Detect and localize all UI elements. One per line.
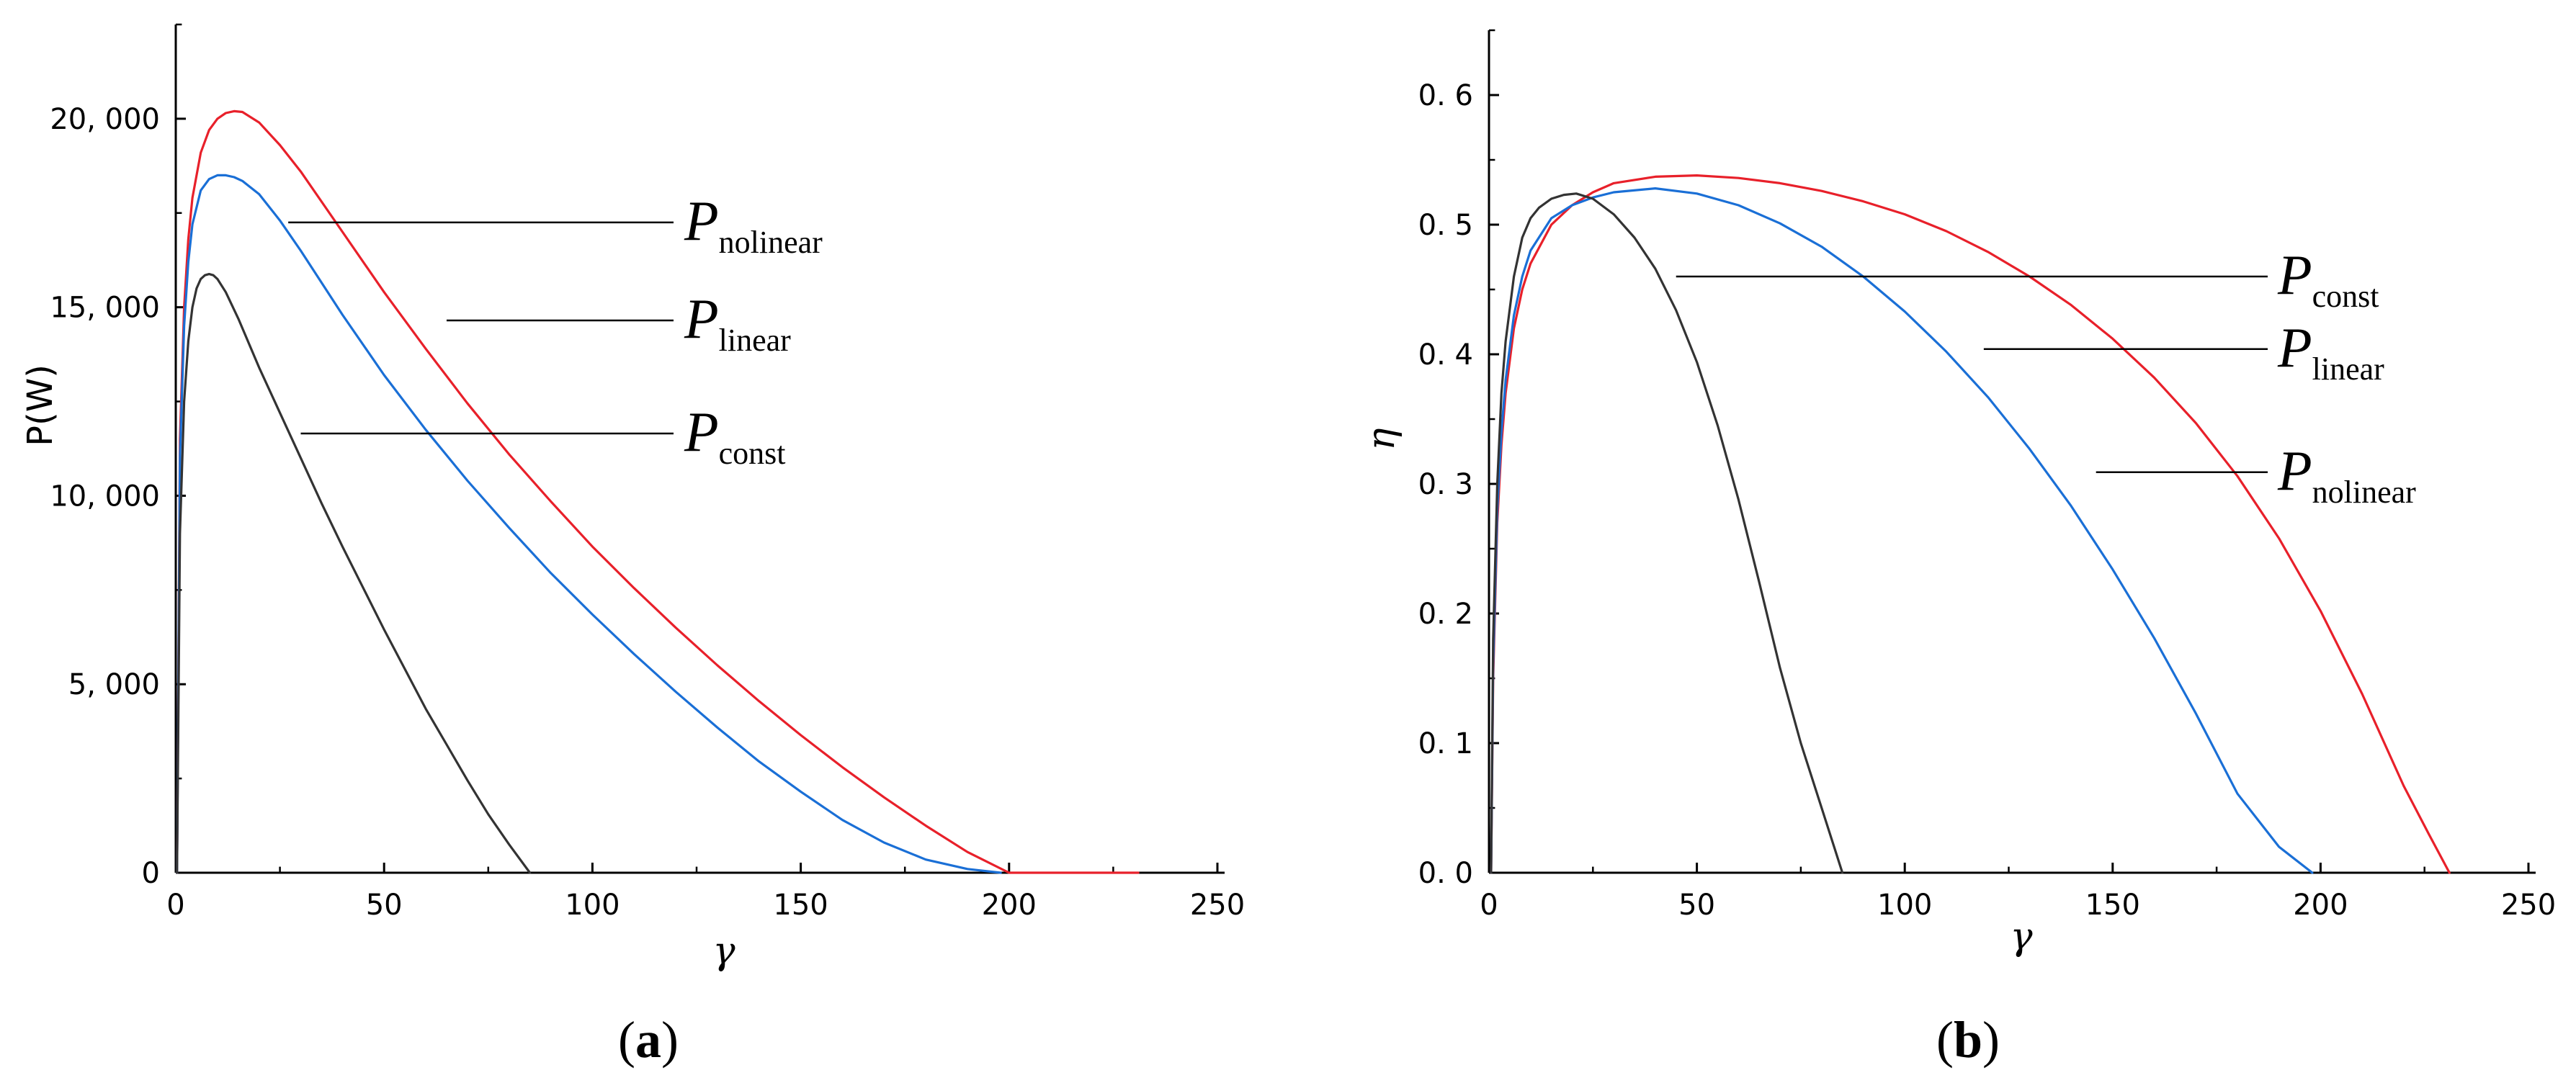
x-tick-label: 50 bbox=[1678, 889, 1715, 922]
series-group-b bbox=[1490, 174, 2451, 874]
y-tick-label: 10, 000 bbox=[50, 480, 160, 513]
y-tick-label: 0. 0 bbox=[1418, 857, 1473, 890]
x-tick-label: 250 bbox=[2501, 889, 2556, 922]
y-tick-label: 5, 000 bbox=[68, 668, 160, 701]
series-line-p-nolinear bbox=[176, 109, 1140, 874]
annotation-label-nolinear: Pnolinear bbox=[2277, 439, 2416, 510]
y-axis-label-b: η bbox=[1360, 428, 1403, 450]
annotation-label-const: Pconst bbox=[684, 400, 786, 471]
x-axis-label-a: γ bbox=[712, 930, 735, 973]
series-line-p-linear bbox=[176, 174, 1002, 874]
x-axis-label-b: γ bbox=[2010, 915, 2033, 958]
x-tick-label: 150 bbox=[773, 889, 828, 922]
panel-caption-a: (a) bbox=[618, 1011, 679, 1069]
series-line-p-linear bbox=[1490, 187, 2314, 874]
y-tick-label: 0. 6 bbox=[1418, 79, 1473, 112]
y-tick-label: 0. 2 bbox=[1418, 598, 1473, 631]
y-tick-label: 0. 3 bbox=[1418, 468, 1473, 501]
x-tick-label: 200 bbox=[2293, 889, 2348, 922]
chart-panel-a: 0 50 100 150 200 250 0 5, 000 10, 000 15, 000 20, … bbox=[20, 23, 1245, 1069]
x-tick-label: 50 bbox=[366, 889, 403, 922]
x-tick-label: 250 bbox=[1190, 889, 1245, 922]
annotation-label-nolinear: Pnolinear bbox=[684, 189, 823, 260]
x-tick-label: 0 bbox=[1480, 889, 1498, 922]
series-line-p-const bbox=[176, 273, 532, 874]
y-tick-label: 0 bbox=[142, 857, 160, 890]
annotation-label-const: Pconst bbox=[2277, 243, 2379, 314]
x-tick-label: 150 bbox=[2085, 889, 2140, 922]
y-tick-label: 15, 000 bbox=[50, 292, 160, 325]
annotation-label-linear: Plinear bbox=[684, 287, 791, 358]
y-tick-label: 20, 000 bbox=[50, 103, 160, 136]
axes-a: 0 50 100 150 200 250 0 5, 000 10, 000 15, 000 20, … bbox=[50, 23, 1245, 922]
series-line-p-nolinear bbox=[1490, 174, 2451, 874]
x-tick-label: 100 bbox=[565, 889, 620, 922]
y-tick-label: 0. 1 bbox=[1418, 727, 1473, 760]
x-tick-label: 200 bbox=[982, 889, 1037, 922]
annotation-label-linear: Plinear bbox=[2277, 316, 2384, 387]
y-tick-label: 0. 4 bbox=[1418, 338, 1473, 372]
panel-caption-b: (b) bbox=[1936, 1011, 2000, 1069]
x-tick-label: 100 bbox=[1877, 889, 1932, 922]
annotations-a: Pnolinear Plinear Pconst bbox=[288, 189, 823, 471]
chart-panel-b: 0 50 100 150 200 250 0. 0 0. 1 0. 2 0. 3 0. 4 0. 5 0… bbox=[1360, 29, 2556, 1069]
series-group-a bbox=[176, 109, 1140, 874]
y-tick-label: 0. 5 bbox=[1418, 209, 1473, 242]
series-line-p-const bbox=[1490, 192, 1844, 874]
x-tick-label: 0 bbox=[166, 889, 184, 922]
axes-b: 0 50 100 150 200 250 0. 0 0. 1 0. 2 0. 3 0. 4 0. 5 0… bbox=[1418, 29, 2556, 922]
y-axis-label-a: P(W) bbox=[20, 364, 61, 446]
